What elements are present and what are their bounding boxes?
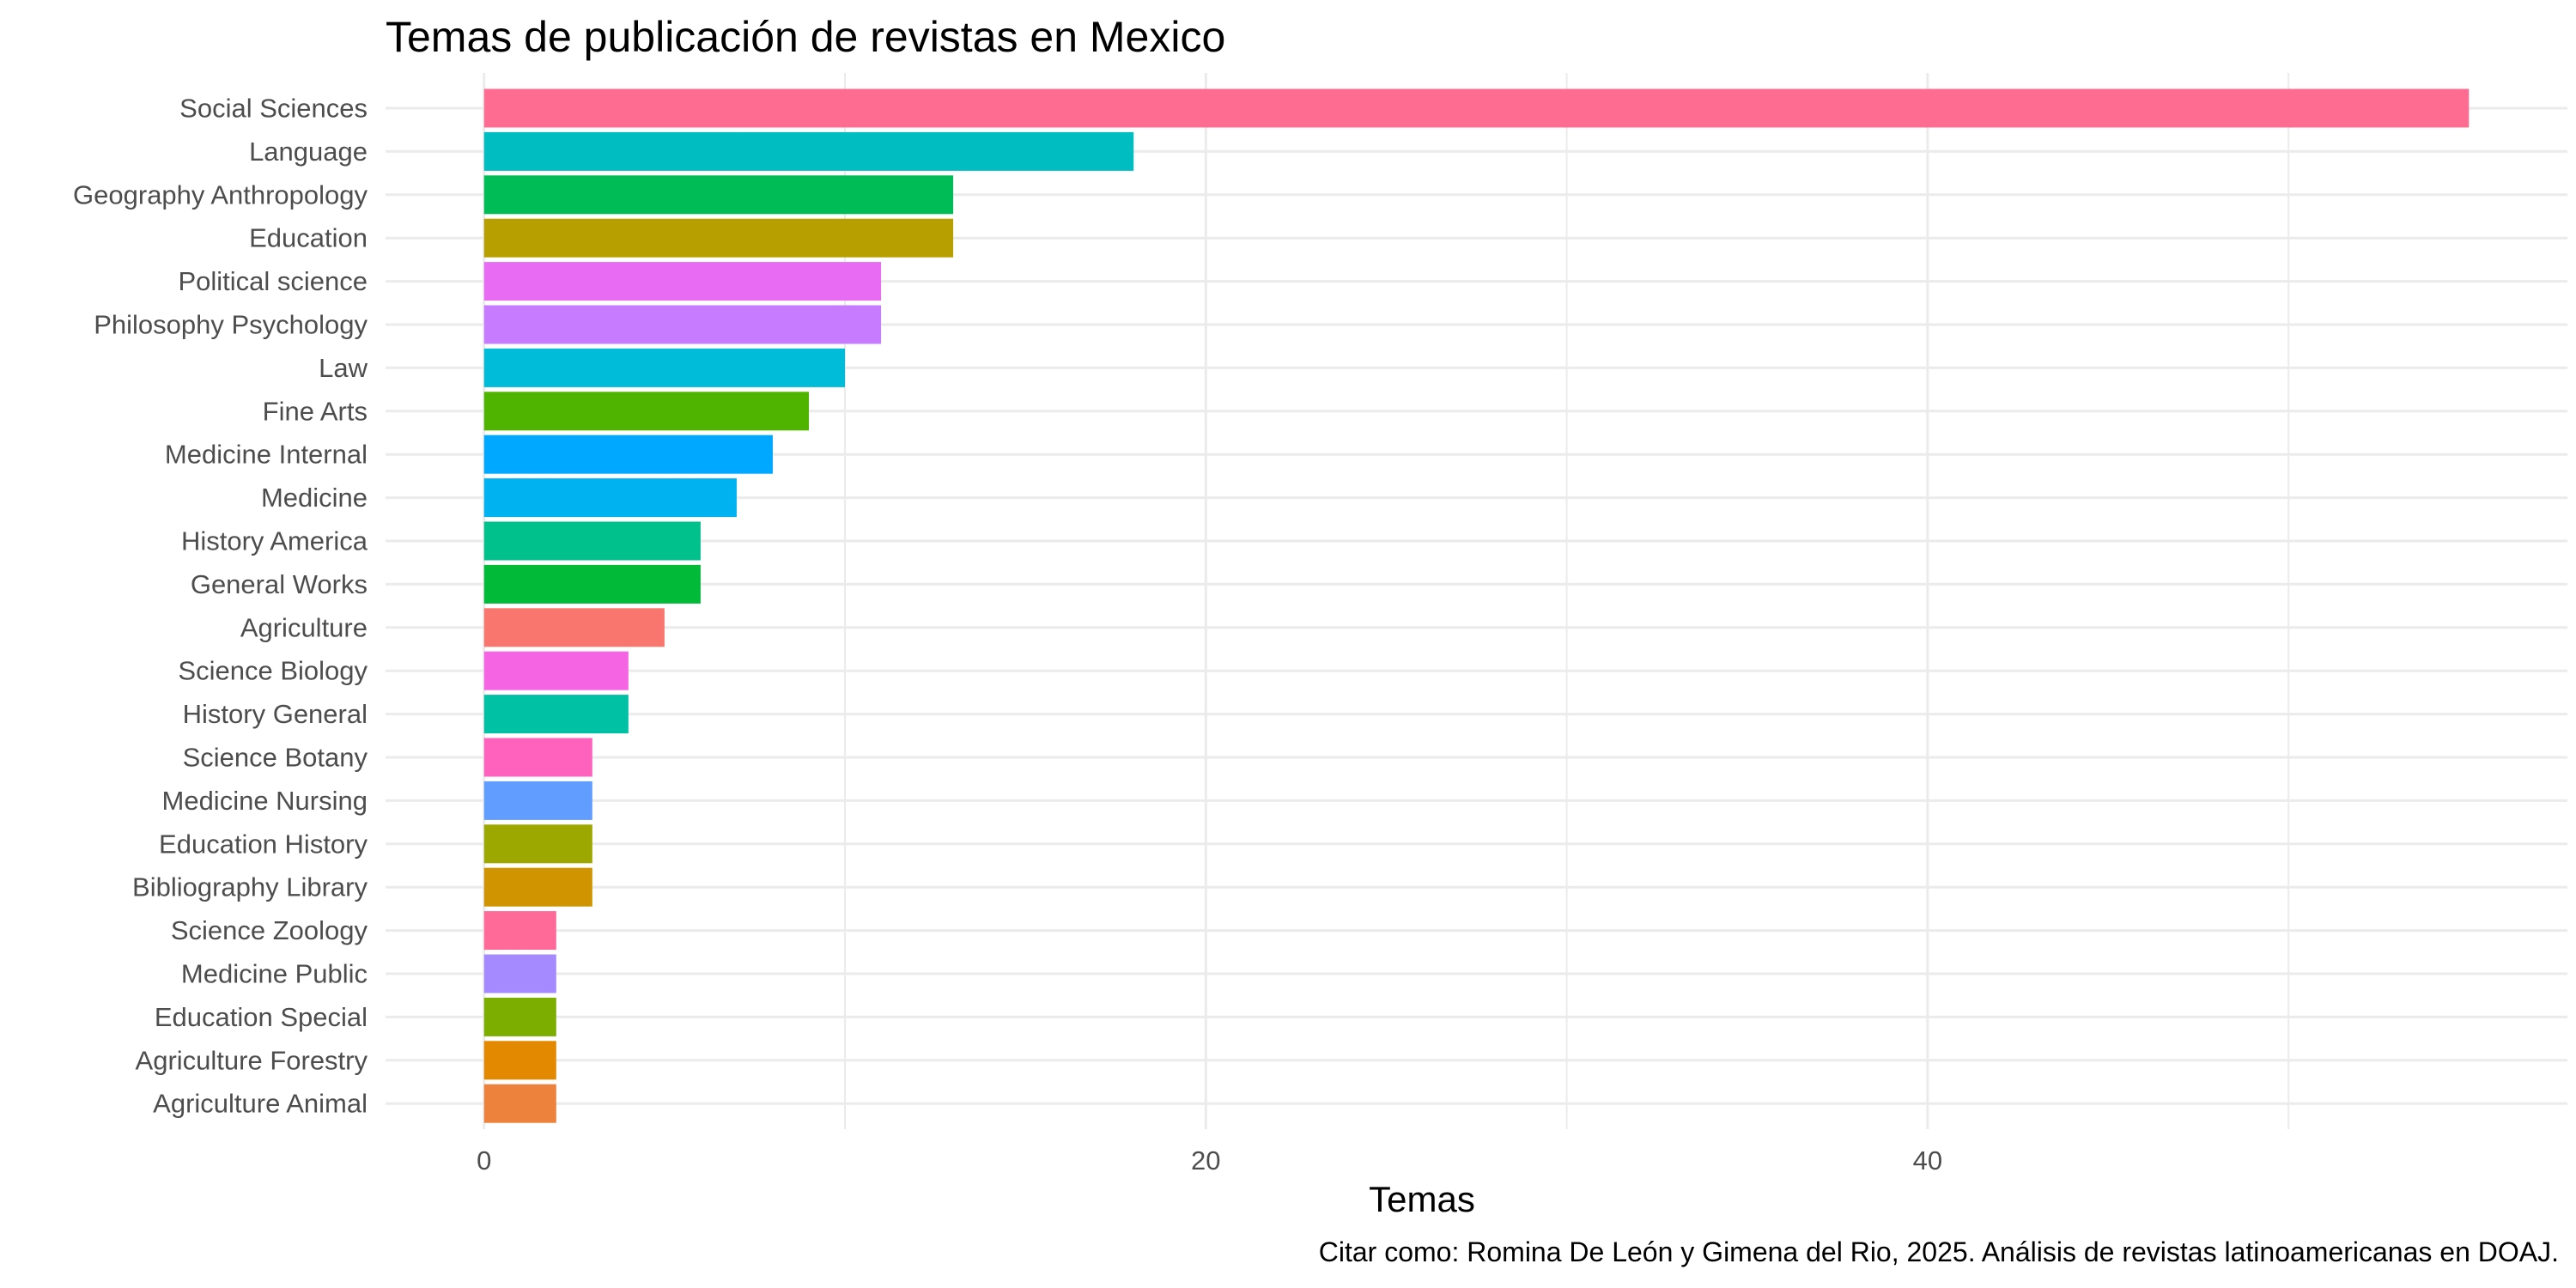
bar-science-biology: [483, 651, 629, 690]
chart-title: Temas de publicación de revistas en Mexi…: [386, 13, 1225, 61]
bar-agriculture-forestry: [483, 1041, 556, 1080]
bars: [483, 88, 2470, 1123]
y-tick-label: Agriculture Animal: [153, 1089, 368, 1119]
y-tick-label: Agriculture: [240, 612, 368, 642]
y-tick-label: Education History: [159, 829, 368, 859]
bar-education-special: [483, 997, 556, 1036]
y-tick-label: Education: [249, 223, 368, 253]
y-tick-label: Medicine: [261, 483, 368, 513]
bar-history-general: [483, 695, 629, 734]
y-tick-label: Agriculture Forestry: [136, 1045, 368, 1075]
bar-language: [483, 131, 1134, 171]
y-tick-label: Fine Arts: [263, 396, 368, 426]
y-tick-label: Science Zoology: [171, 915, 368, 945]
bar-law: [483, 348, 846, 387]
bar-agriculture: [483, 608, 665, 647]
bar-fine-arts: [483, 392, 809, 431]
bar-medicine-internal: [483, 434, 773, 474]
x-tick-label: 0: [477, 1145, 491, 1176]
bar-history-america: [483, 521, 701, 561]
bar-general-works: [483, 564, 701, 604]
bar-political-science: [483, 262, 882, 301]
bar-education: [483, 218, 954, 258]
bar-philosophy-psychology: [483, 305, 882, 344]
bar-education-history: [483, 824, 592, 864]
y-tick-label: Science Botany: [183, 743, 368, 773]
y-tick-label: Political science: [178, 266, 368, 296]
y-tick-label: Science Biology: [178, 656, 368, 686]
bar-bibliography-library: [483, 867, 592, 907]
y-tick-label: Bibliography Library: [132, 872, 368, 902]
y-axis-tick-labels: Social Sciences Language Geography Anthrop…: [73, 94, 368, 1119]
bar-medicine-nursing: [483, 781, 592, 820]
y-tick-label: General Works: [191, 569, 368, 599]
y-tick-label: Law: [319, 353, 368, 383]
bar-agriculture-animal: [483, 1084, 556, 1123]
x-axis-tick-labels: 0 20 40: [477, 1145, 1942, 1176]
chart-caption: Citar como: Romina De León y Gimena del …: [1319, 1236, 2559, 1267]
bar-medicine-public: [483, 954, 556, 993]
y-tick-label: Education Special: [155, 1002, 368, 1032]
y-tick-label: Language: [249, 137, 368, 167]
y-tick-label: History General: [183, 699, 368, 729]
y-tick-label: Medicine Internal: [165, 440, 368, 470]
bar-science-botany: [483, 738, 592, 777]
y-tick-label: Philosophy Psychology: [94, 310, 368, 340]
bar-social-sciences: [483, 88, 2470, 128]
x-tick-label: 40: [1913, 1145, 1942, 1176]
y-tick-label: Medicine Nursing: [162, 786, 368, 816]
y-tick-label: Geography Anthropology: [73, 179, 368, 210]
y-tick-label: Social Sciences: [179, 94, 368, 124]
bar-medicine: [483, 478, 737, 518]
bar-geography-anthropology: [483, 175, 954, 215]
y-tick-label: Medicine Public: [181, 959, 368, 989]
y-tick-label: History America: [181, 526, 368, 556]
x-tick-label: 20: [1191, 1145, 1220, 1176]
bar-science-zoology: [483, 911, 556, 951]
x-axis-label: Temas: [1369, 1179, 1475, 1219]
